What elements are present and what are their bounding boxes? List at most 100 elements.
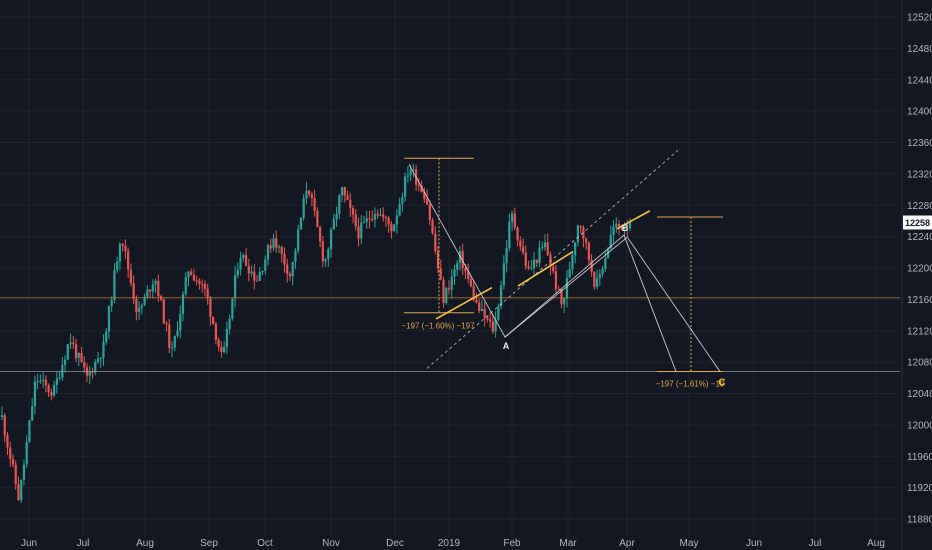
candle-body bbox=[214, 323, 218, 340]
candle-body bbox=[612, 226, 615, 236]
trend-segment bbox=[517, 250, 574, 287]
candle-body bbox=[28, 420, 31, 443]
x-tick-label: Sep bbox=[200, 538, 218, 549]
candle-body bbox=[105, 331, 108, 342]
candle-body bbox=[497, 306, 500, 320]
candle-body bbox=[357, 226, 360, 239]
x-tick-label: Mar bbox=[559, 538, 577, 549]
time-axis[interactable]: Jun Jul Aug Sep Oct Nov Dec 2019 Feb Mar Apr May Jun… bbox=[21, 538, 885, 549]
candle-body bbox=[72, 342, 75, 345]
candle-body bbox=[475, 299, 478, 303]
candle-body bbox=[135, 299, 138, 313]
candle-body bbox=[138, 307, 141, 313]
candle-body bbox=[521, 246, 525, 253]
candle-body bbox=[324, 259, 327, 262]
candle-body bbox=[563, 298, 566, 305]
candle-body bbox=[351, 208, 355, 215]
price-axis[interactable]: 11880 11920 11960 12000 12040 12080 12120 12160… bbox=[903, 13, 932, 526]
trend-segment bbox=[435, 286, 493, 320]
candle-body bbox=[192, 274, 196, 281]
candle-body bbox=[69, 342, 72, 345]
candle-body bbox=[354, 214, 357, 227]
candle-body bbox=[395, 215, 398, 225]
candle-body bbox=[628, 222, 632, 229]
x-tick-label: May bbox=[680, 538, 699, 549]
y-tick-label: 11920 bbox=[907, 483, 932, 494]
candle-body bbox=[151, 284, 154, 292]
candle-body bbox=[576, 225, 579, 243]
candle-body bbox=[66, 344, 69, 360]
x-tick-label: Aug bbox=[136, 538, 154, 549]
x-tick-label: Jul bbox=[809, 538, 822, 549]
candle-body bbox=[162, 299, 165, 324]
candle-body bbox=[365, 218, 368, 222]
candle-body bbox=[0, 415, 4, 418]
y-tick-label: 12160 bbox=[907, 295, 932, 306]
candle-body bbox=[313, 198, 316, 211]
candle-body bbox=[453, 269, 456, 277]
candle-body bbox=[242, 255, 245, 259]
measure-label-1: −197 (−1.60%) −197 bbox=[401, 322, 475, 331]
candle-body bbox=[508, 221, 511, 249]
candle-body bbox=[275, 238, 278, 248]
candle-body bbox=[436, 251, 440, 269]
candle-body bbox=[11, 458, 15, 465]
candle-body bbox=[401, 196, 404, 204]
candle-body bbox=[107, 306, 111, 332]
candle-body bbox=[116, 261, 119, 271]
candle-body bbox=[623, 227, 626, 230]
candle-body bbox=[102, 341, 105, 358]
candle-body bbox=[390, 224, 393, 232]
candle-body bbox=[398, 203, 401, 216]
candle-body bbox=[502, 263, 505, 286]
candle-body bbox=[253, 271, 256, 281]
candle-body bbox=[77, 352, 80, 358]
candle-body bbox=[513, 213, 516, 228]
candle-body bbox=[371, 219, 374, 221]
candle-body bbox=[362, 221, 366, 223]
candle-body bbox=[58, 377, 61, 379]
candle-body bbox=[604, 257, 607, 269]
candle-body bbox=[113, 270, 116, 300]
candle-body bbox=[3, 415, 6, 436]
candle-body bbox=[124, 245, 127, 252]
candle-body bbox=[184, 277, 187, 294]
y-tick-label: 12120 bbox=[907, 326, 932, 337]
candle-body bbox=[127, 251, 130, 270]
candle-body bbox=[305, 190, 308, 199]
candle-body bbox=[404, 176, 407, 197]
candle-body bbox=[294, 250, 297, 262]
candle-body bbox=[373, 213, 377, 220]
candle-body bbox=[195, 280, 198, 282]
candle-body bbox=[283, 253, 286, 265]
point-b-label: B bbox=[622, 223, 629, 233]
candle-body bbox=[143, 296, 146, 306]
candle-body bbox=[516, 227, 519, 241]
candle-body bbox=[321, 241, 324, 262]
candle-body bbox=[442, 279, 445, 303]
candle-body bbox=[346, 195, 349, 201]
candle-body bbox=[489, 319, 492, 322]
x-tick-label: Jun bbox=[21, 538, 37, 549]
candle-body bbox=[94, 361, 97, 373]
candle-body bbox=[456, 262, 459, 270]
candle-body bbox=[140, 305, 143, 308]
candle-body bbox=[148, 289, 152, 292]
candle-body bbox=[286, 264, 289, 274]
x-tick-label: Aug bbox=[867, 538, 885, 549]
candle-body bbox=[560, 289, 563, 305]
candle-body bbox=[472, 286, 475, 300]
candle-body bbox=[220, 346, 223, 352]
grid bbox=[0, 0, 900, 538]
candle-body bbox=[302, 198, 305, 218]
candle-body bbox=[154, 280, 157, 285]
candle-body bbox=[593, 272, 596, 287]
candle-body bbox=[327, 249, 330, 260]
candle-body bbox=[239, 258, 242, 270]
candle-body bbox=[467, 271, 470, 280]
candle-body bbox=[236, 269, 239, 276]
candle-body bbox=[14, 464, 17, 485]
x-tick-label: Oct bbox=[257, 538, 273, 549]
candle-body bbox=[447, 288, 451, 290]
